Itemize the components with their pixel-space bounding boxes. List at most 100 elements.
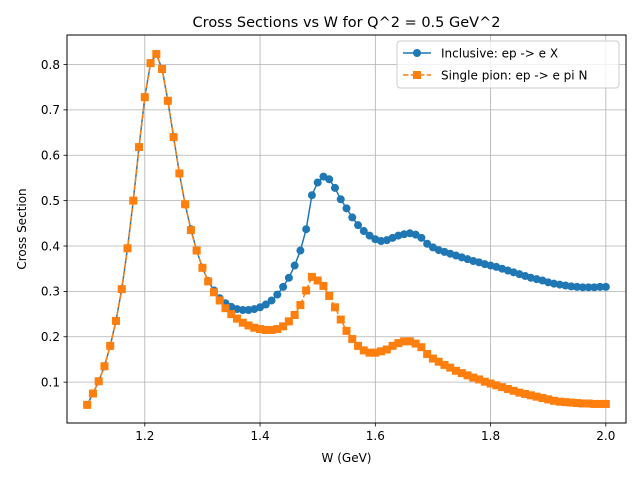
series-single-pion-ep-e-pi-n — [83, 50, 610, 409]
data-point — [526, 391, 535, 400]
data-point — [365, 231, 374, 240]
data-point — [434, 357, 443, 366]
data-point — [590, 399, 599, 408]
data-point — [221, 304, 230, 313]
data-point — [163, 96, 172, 105]
data-point — [336, 315, 345, 324]
data-point — [509, 386, 518, 395]
data-point — [158, 65, 167, 74]
data-point — [267, 296, 276, 305]
data-point — [279, 322, 288, 331]
data-point — [290, 261, 299, 270]
data-point — [319, 281, 328, 290]
data-point — [267, 325, 276, 334]
data-point — [215, 296, 224, 305]
data-point — [106, 341, 115, 350]
data-point — [417, 343, 426, 352]
data-point — [233, 314, 242, 323]
data-point — [238, 306, 247, 315]
x-tick-label: 1.8 — [481, 429, 500, 443]
data-point — [100, 362, 109, 371]
data-point — [492, 381, 501, 390]
data-point — [486, 379, 495, 388]
data-point — [590, 283, 599, 292]
data-point — [578, 283, 587, 292]
data-point — [440, 360, 449, 369]
y-tick-label: 0.7 — [41, 103, 60, 117]
data-point — [250, 323, 259, 332]
data-point — [261, 325, 270, 334]
data-point — [117, 285, 126, 294]
data-point — [515, 388, 524, 397]
data-point — [480, 377, 489, 386]
data-point — [388, 341, 397, 350]
data-point — [88, 389, 97, 398]
data-point — [186, 226, 195, 235]
data-point — [596, 399, 605, 408]
x-tick-label: 2.0 — [596, 429, 615, 443]
data-point — [573, 399, 582, 408]
data-point — [365, 348, 374, 357]
data-point — [140, 93, 149, 102]
data-point — [584, 283, 593, 292]
data-point — [567, 398, 576, 407]
data-point — [596, 282, 605, 291]
data-point — [423, 350, 432, 359]
data-point — [428, 354, 437, 363]
data-point — [573, 282, 582, 291]
series-area — [83, 50, 610, 409]
data-point — [273, 290, 282, 299]
axis-ticks: 1.2 1.4 1.6 1.8 2.0 0.1 0.2 0.3 0.4 0.5 0.6 0.7 0.8 — [41, 58, 615, 443]
data-point — [348, 213, 357, 222]
data-point — [192, 246, 201, 255]
y-tick-label: 0.3 — [41, 285, 60, 299]
data-point — [123, 244, 132, 253]
data-point — [342, 326, 351, 335]
legend-item-single-pion-ep-e-pi-n: Single pion: ep -> e pi N — [403, 68, 587, 82]
data-point — [181, 200, 190, 209]
data-point — [325, 175, 334, 184]
data-point — [382, 345, 391, 354]
legend-marker — [413, 71, 421, 79]
legend-item-inclusive-ep-e-x: Inclusive: ep -> e X — [403, 46, 558, 60]
data-point — [284, 317, 293, 326]
data-point — [359, 227, 368, 236]
data-point — [400, 337, 409, 346]
y-tick-label: 0.1 — [41, 375, 60, 389]
data-point — [111, 316, 120, 325]
data-point — [423, 239, 432, 248]
data-point — [394, 339, 403, 348]
chart-title: Cross Sections vs W for Q^2 = 0.5 GeV^2 — [193, 15, 501, 31]
data-point — [498, 383, 507, 392]
data-point — [307, 191, 316, 200]
data-point — [284, 273, 293, 282]
data-point — [273, 325, 282, 334]
data-point — [330, 303, 339, 312]
data-point — [417, 233, 426, 242]
data-point — [169, 133, 178, 142]
x-tick-label: 1.2 — [135, 429, 154, 443]
legend-label: Inclusive: ep -> e X — [441, 46, 558, 60]
grid — [67, 35, 626, 423]
data-point — [302, 286, 311, 295]
data-point — [296, 246, 305, 255]
data-point — [336, 195, 345, 204]
data-point — [359, 346, 368, 355]
data-point — [578, 399, 587, 408]
y-tick-label: 0.6 — [41, 149, 60, 163]
data-point — [129, 196, 138, 205]
x-tick-label: 1.6 — [366, 429, 385, 443]
y-axis-label: Cross Section — [15, 188, 29, 269]
plot-frame — [66, 34, 627, 424]
data-point — [371, 348, 380, 357]
data-point — [463, 371, 472, 380]
data-point — [302, 225, 311, 234]
data-point — [469, 373, 478, 382]
legend-label: Single pion: ep -> e pi N — [441, 68, 587, 82]
data-point — [567, 282, 576, 291]
data-point — [152, 50, 161, 59]
data-point — [475, 375, 484, 384]
data-point — [175, 169, 184, 178]
y-tick-label: 0.5 — [41, 194, 60, 208]
